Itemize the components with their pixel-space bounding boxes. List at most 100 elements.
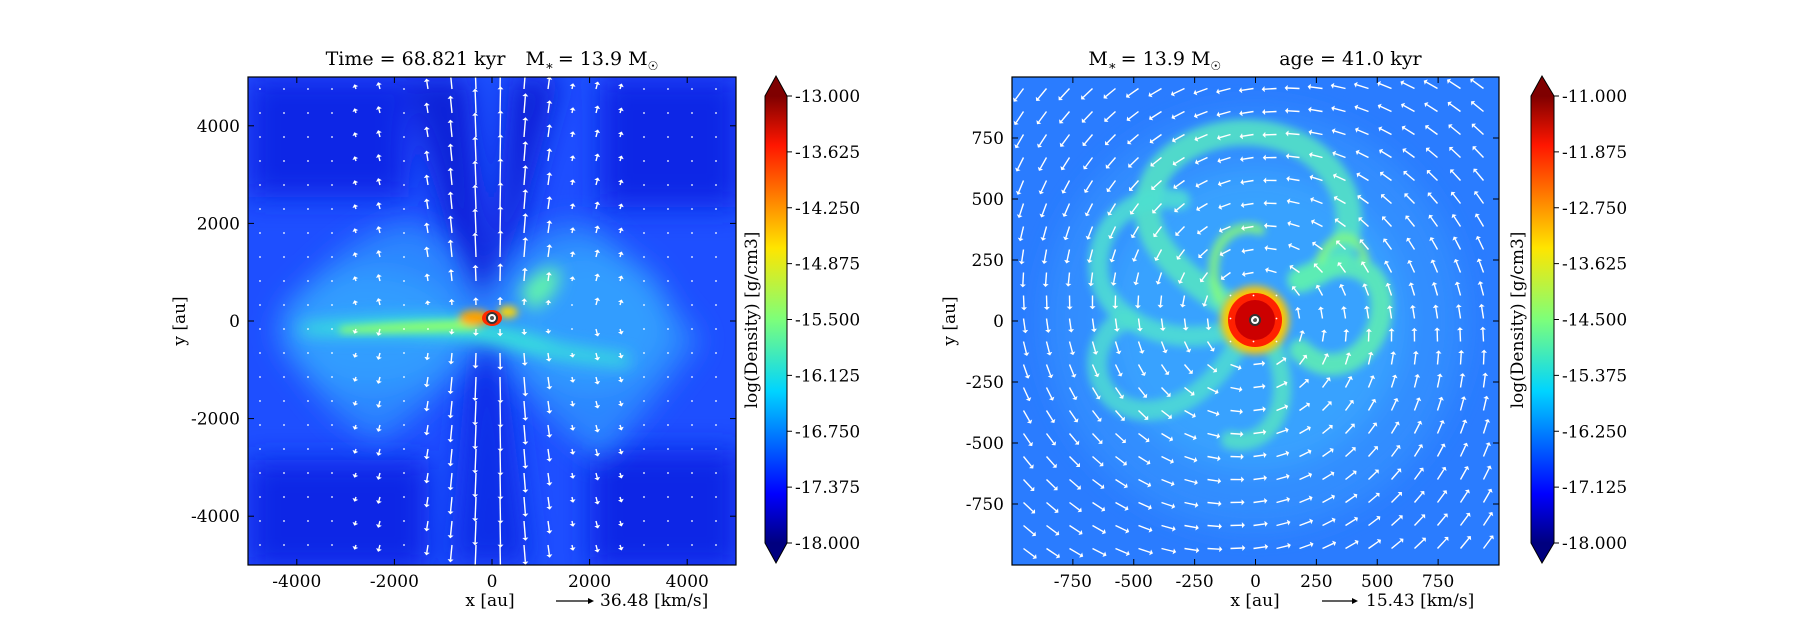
velocity-arrow-head bbox=[1036, 120, 1042, 125]
velocity-arrow bbox=[1135, 272, 1140, 283]
velocity-arrow bbox=[1311, 131, 1323, 136]
velocity-arrow bbox=[1131, 203, 1140, 213]
velocity-arrow bbox=[307, 496, 309, 498]
velocity-arrow-head bbox=[376, 404, 382, 408]
velocity-arrow-head bbox=[1047, 374, 1054, 379]
velocity-arrow-head bbox=[1013, 97, 1018, 102]
velocity-arrow bbox=[450, 272, 453, 282]
velocity-arrow bbox=[307, 184, 309, 186]
velocity-arrow bbox=[1413, 516, 1424, 526]
velocity-arrow bbox=[643, 376, 645, 378]
velocity-arrow-head bbox=[1100, 484, 1105, 489]
velocity-arrow bbox=[1482, 421, 1488, 434]
velocity-arrow-head bbox=[1362, 283, 1368, 288]
velocity-arrow bbox=[259, 496, 261, 498]
velocity-arrow-head bbox=[1285, 153, 1290, 160]
velocity-arrow bbox=[1299, 380, 1307, 389]
velocity-arrow bbox=[1137, 364, 1145, 374]
velocity-arrow-head bbox=[376, 452, 382, 456]
velocity-arrow-head bbox=[1014, 144, 1020, 149]
velocity-arrow-head bbox=[1042, 283, 1049, 288]
velocity-arrow bbox=[595, 180, 598, 186]
velocity-arrow bbox=[1207, 501, 1219, 505]
velocity-arrow-head bbox=[1128, 163, 1133, 168]
velocity-arrow-head bbox=[545, 272, 552, 276]
velocity-arrow-head bbox=[1239, 110, 1243, 117]
velocity-arrow-head bbox=[1081, 118, 1087, 123]
velocity-arrow bbox=[403, 184, 405, 186]
velocity-arrow bbox=[1449, 103, 1461, 113]
velocity-arrow-head bbox=[545, 358, 552, 362]
velocity-arrow-head bbox=[1129, 210, 1135, 215]
velocity-arrow bbox=[1069, 456, 1079, 466]
velocity-arrow-head bbox=[1091, 328, 1097, 333]
velocity-arrow-head bbox=[1086, 259, 1093, 263]
velocity-arrow bbox=[1287, 110, 1300, 113]
velocity-arrow-head bbox=[1218, 523, 1222, 530]
velocity-arrow-head bbox=[521, 298, 528, 302]
velocity-arrow-head bbox=[1075, 462, 1080, 468]
velocity-arrow-head bbox=[1015, 190, 1022, 195]
velocity-arrow-head bbox=[1018, 260, 1025, 265]
velocity-arrow-head bbox=[1390, 351, 1397, 355]
velocity-arrow bbox=[1252, 294, 1255, 297]
velocity-arrow-head bbox=[1037, 166, 1044, 171]
velocity-arrow-head bbox=[1166, 392, 1171, 397]
velocity-arrow-head bbox=[376, 332, 382, 336]
velocity-arrow-head bbox=[1462, 442, 1469, 447]
velocity-arrow-head bbox=[617, 498, 624, 503]
velocity-arrow bbox=[1406, 217, 1416, 227]
velocity-arrow bbox=[1459, 375, 1464, 388]
velocity-arrow-head bbox=[1478, 303, 1485, 308]
velocity-arrow-head bbox=[1443, 513, 1448, 518]
velocity-arrow-head bbox=[472, 494, 479, 498]
velocity-arrow bbox=[259, 232, 261, 234]
velocity-arrow bbox=[643, 400, 645, 402]
velocity-arrow-head bbox=[569, 179, 576, 183]
velocity-arrow-head bbox=[447, 390, 454, 395]
velocity-arrow bbox=[1290, 245, 1300, 251]
velocity-arrow bbox=[403, 328, 405, 330]
velocity-arrow bbox=[1023, 547, 1035, 558]
velocity-arrow bbox=[643, 112, 645, 114]
velocity-arrow-head bbox=[546, 506, 553, 510]
velocity-arrow bbox=[667, 520, 669, 522]
velocity-arrow bbox=[1367, 401, 1375, 411]
velocity-arrow-head bbox=[1308, 106, 1312, 113]
velocity-arrow bbox=[403, 280, 405, 282]
velocity-arrow-head bbox=[522, 537, 529, 541]
velocity-arrow bbox=[1436, 376, 1441, 388]
velocity-arrow bbox=[547, 520, 551, 531]
velocity-arrow bbox=[715, 352, 717, 354]
velocity-arrow-head bbox=[1440, 443, 1446, 448]
x-tick-label: 4000 bbox=[666, 572, 709, 592]
velocity-arrow bbox=[643, 496, 645, 498]
velocity-arrow-head bbox=[447, 415, 454, 419]
y-ticks-right: 750 500 250 0 -250 -500 -750 bbox=[966, 129, 1499, 515]
velocity-arrow-head bbox=[1050, 418, 1056, 424]
velocity-arrow bbox=[1414, 539, 1425, 550]
velocity-arrow-head bbox=[1372, 422, 1378, 427]
velocity-arrow-head bbox=[1190, 391, 1195, 396]
velocity-arrow bbox=[619, 86, 622, 90]
velocity-arrow bbox=[691, 184, 693, 186]
colorbar-tick-label: -16.125 bbox=[795, 366, 860, 386]
velocity-arrow bbox=[354, 158, 357, 162]
velocity-arrow bbox=[283, 136, 285, 138]
velocity-arrow bbox=[1335, 175, 1346, 182]
velocity-arrow bbox=[1403, 104, 1415, 113]
velocity-arrow bbox=[1016, 134, 1025, 147]
velocity-arrow bbox=[426, 225, 429, 234]
velocity-arrow-head bbox=[1149, 549, 1153, 556]
velocity-arrow bbox=[1105, 87, 1116, 98]
velocity-arrow bbox=[474, 424, 477, 447]
velocity-arrow bbox=[426, 177, 429, 186]
velocity-arrow bbox=[643, 160, 645, 162]
velocity-arrow-head bbox=[472, 365, 479, 369]
velocity-arrow bbox=[1138, 478, 1149, 486]
velocity-arrow-head bbox=[1357, 194, 1362, 200]
velocity-arrow-head bbox=[1263, 200, 1267, 207]
velocity-arrow bbox=[1022, 318, 1026, 331]
velocity-arrow bbox=[523, 352, 526, 363]
title-left: Time = 68.821 kyr M∗ = 13.9 M☉ bbox=[326, 48, 659, 74]
